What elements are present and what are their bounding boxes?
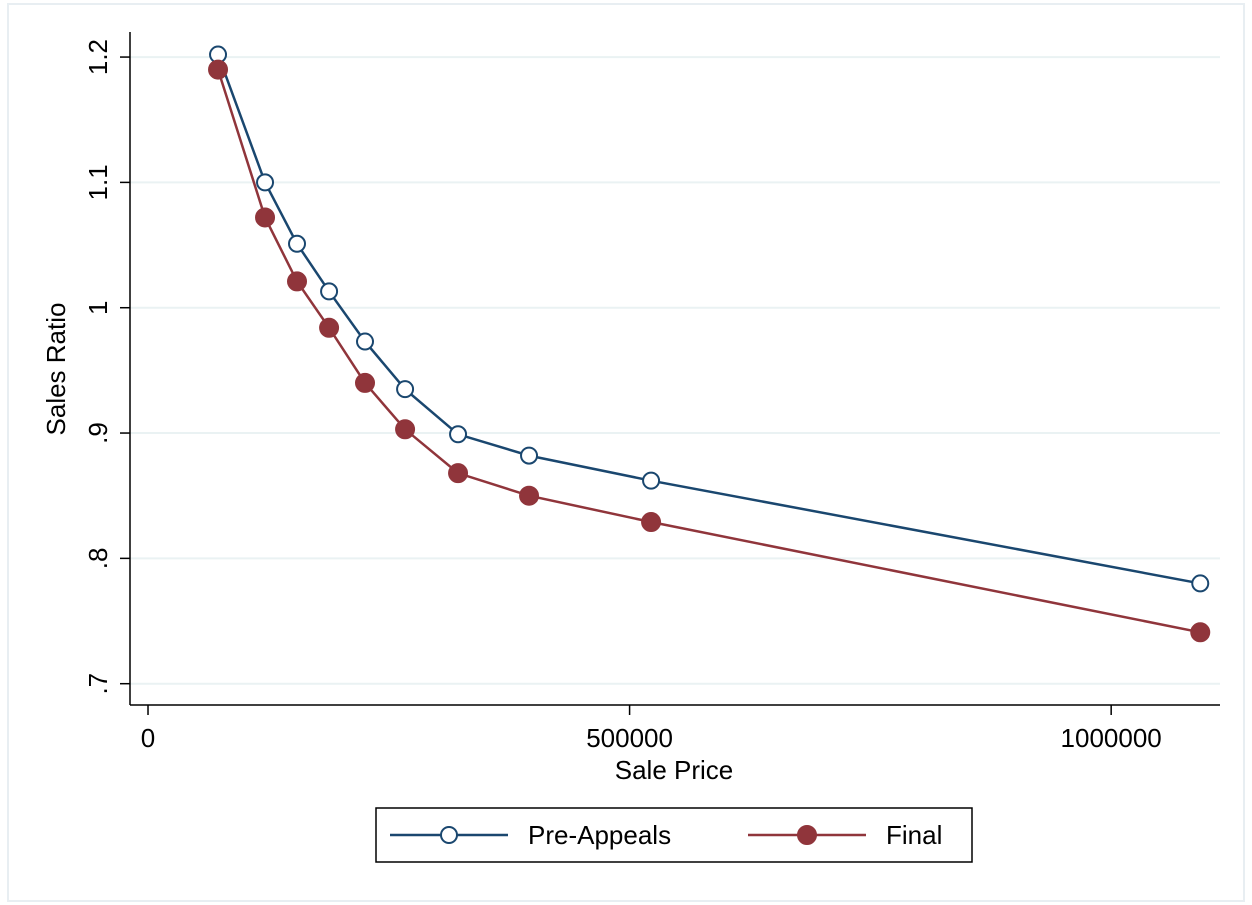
data-point bbox=[449, 425, 468, 444]
data-point bbox=[356, 332, 375, 351]
data-point bbox=[255, 207, 276, 228]
data-point bbox=[208, 59, 229, 80]
y-tick-label: 1.1 bbox=[83, 164, 113, 200]
data-point bbox=[641, 512, 662, 533]
x-tick-label: 0 bbox=[141, 723, 155, 753]
data-point bbox=[256, 173, 275, 192]
data-point bbox=[395, 419, 416, 440]
data-point bbox=[287, 271, 308, 292]
data-point bbox=[320, 282, 339, 301]
x-tick-label: 1000000 bbox=[1061, 723, 1162, 753]
x-tick-label: 500000 bbox=[586, 723, 673, 753]
legend-marker bbox=[797, 825, 817, 845]
y-tick-label: .8 bbox=[83, 548, 113, 570]
chart-border bbox=[7, 3, 1245, 902]
series-line bbox=[216, 54, 1201, 585]
legend-marker bbox=[440, 826, 458, 844]
y-tick-label: .7 bbox=[83, 673, 113, 695]
data-point bbox=[448, 463, 469, 484]
data-point bbox=[642, 471, 661, 490]
legend-label: Pre-Appeals bbox=[528, 820, 671, 850]
y-tick-label: .9 bbox=[83, 422, 113, 444]
data-point bbox=[519, 485, 540, 506]
data-point bbox=[355, 372, 376, 393]
legend-label: Final bbox=[886, 820, 942, 850]
data-point bbox=[520, 446, 539, 465]
data-point bbox=[1191, 574, 1210, 593]
data-point bbox=[319, 317, 340, 338]
y-tick-label: 1.2 bbox=[83, 39, 113, 75]
series-line bbox=[216, 69, 1201, 634]
y-tick-label: 1 bbox=[83, 300, 113, 314]
data-point bbox=[1190, 622, 1211, 643]
x-axis-title: Sale Price bbox=[615, 755, 734, 785]
data-point bbox=[396, 380, 415, 399]
data-point bbox=[288, 234, 307, 253]
y-axis-title: Sales Ratio bbox=[41, 303, 71, 436]
